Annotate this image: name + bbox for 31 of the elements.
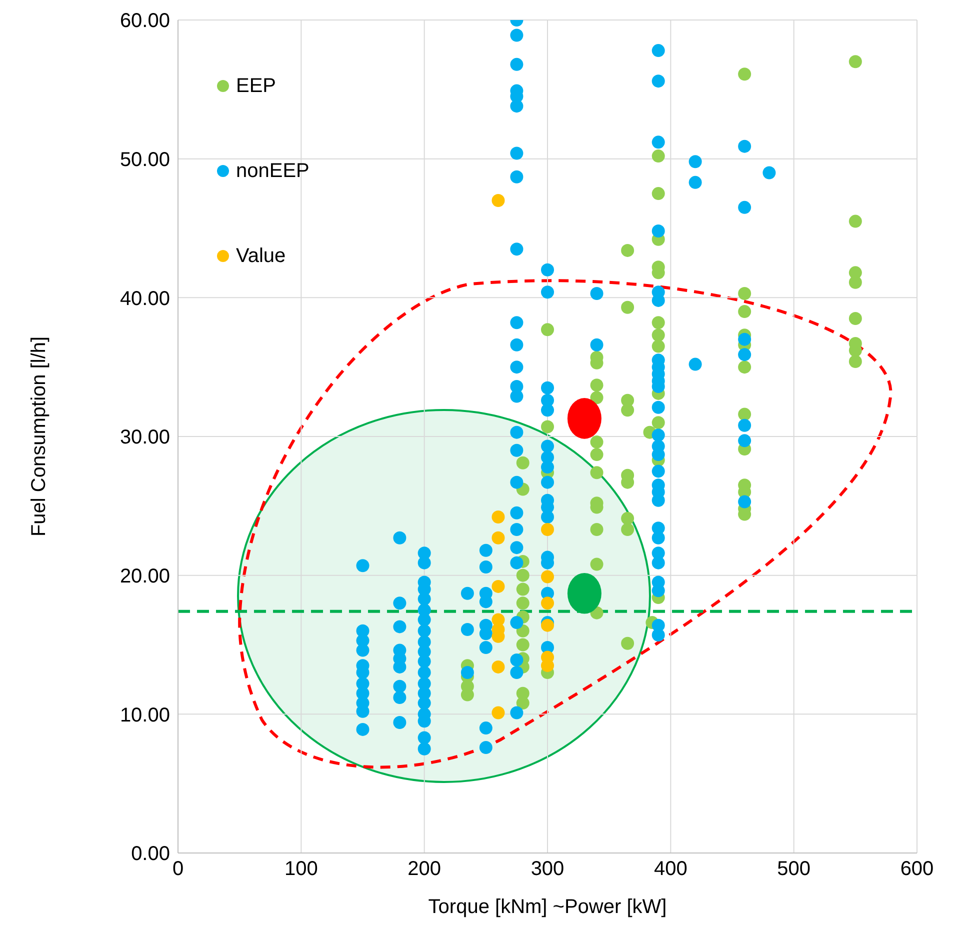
y-tick-label: 50.00 bbox=[120, 148, 170, 171]
y-tick-label: 60.00 bbox=[120, 10, 170, 32]
legend-label: nonEEP bbox=[236, 160, 310, 182]
x-tick-label: 100 bbox=[284, 858, 318, 880]
legend-label: EEP bbox=[236, 74, 276, 98]
point bbox=[492, 194, 505, 207]
x-axis-title: Torque [kNm] ~Power [kW] bbox=[428, 896, 667, 918]
legend-label: Value bbox=[236, 244, 286, 268]
point bbox=[492, 531, 505, 544]
point bbox=[492, 660, 505, 674]
point bbox=[567, 572, 602, 614]
x-tick-label: 0 bbox=[172, 858, 184, 880]
point bbox=[541, 618, 554, 632]
point bbox=[492, 580, 505, 593]
y-tick-label: 30.00 bbox=[120, 426, 170, 449]
y-tick-label: 40.00 bbox=[120, 288, 170, 310]
y-tick-label: 10.00 bbox=[120, 704, 170, 726]
y-tick-label: 20.00 bbox=[120, 565, 170, 588]
x-tick-label: 600 bbox=[900, 858, 934, 880]
x-tick-label: 200 bbox=[408, 858, 442, 880]
point bbox=[541, 570, 554, 584]
point bbox=[492, 510, 505, 524]
x-tick-label: 400 bbox=[654, 858, 688, 880]
x-tick-label: 500 bbox=[777, 858, 811, 880]
point bbox=[492, 706, 505, 720]
y-tick-label: 0.00 bbox=[131, 843, 170, 866]
point bbox=[541, 596, 554, 610]
point bbox=[541, 523, 554, 536]
y-axis-title: Fuel Consumption [l/h] bbox=[28, 336, 50, 537]
x-tick-label: 300 bbox=[530, 858, 564, 880]
point bbox=[567, 398, 602, 439]
